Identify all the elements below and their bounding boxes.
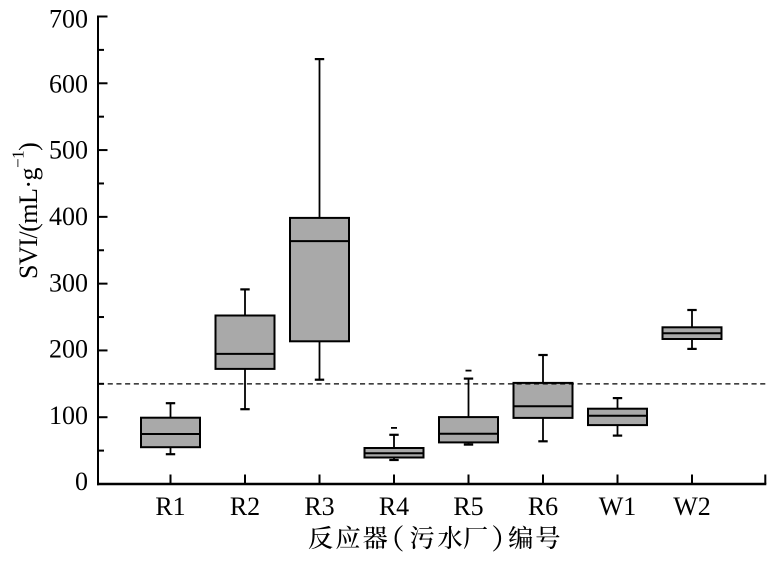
svg-text:100: 100 — [49, 401, 88, 430]
svg-text:0: 0 — [75, 467, 88, 496]
svg-text:R4: R4 — [379, 492, 409, 521]
svg-text:300: 300 — [49, 268, 88, 297]
svg-text:R6: R6 — [528, 492, 558, 521]
svg-text:600: 600 — [49, 70, 88, 99]
svg-text:500: 500 — [49, 136, 88, 165]
svg-text:R5: R5 — [453, 492, 483, 521]
svg-text:R3: R3 — [304, 492, 334, 521]
svg-text:700: 700 — [49, 5, 88, 34]
svg-text:400: 400 — [49, 202, 88, 231]
svg-text:200: 200 — [49, 335, 88, 364]
svg-text:R1: R1 — [155, 492, 185, 521]
svg-text:W1: W1 — [599, 492, 637, 521]
svg-text:W2: W2 — [673, 492, 711, 521]
svg-text:R2: R2 — [230, 492, 260, 521]
